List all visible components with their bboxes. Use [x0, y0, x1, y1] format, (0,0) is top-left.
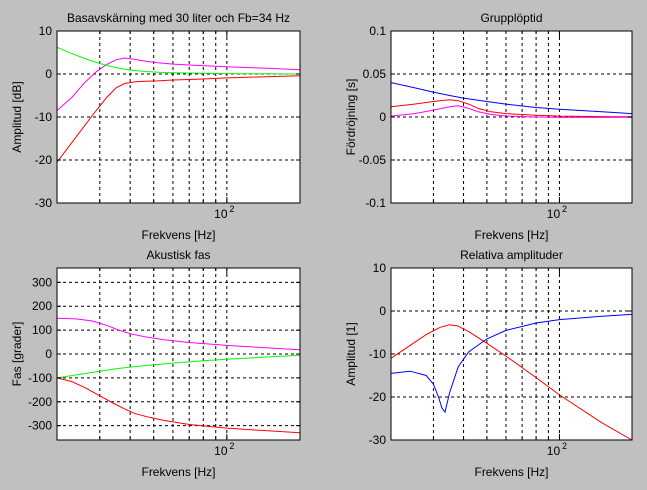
y-tick-label: 0: [379, 110, 386, 124]
y-tick-label: 100: [32, 323, 52, 337]
series-line-3: [56, 46, 301, 75]
x-axis-label: Frekvens [Hz]: [474, 228, 548, 242]
series-line-2: [56, 354, 301, 379]
x-tick-label: 10: [547, 207, 561, 221]
y-tick-label: -30: [369, 433, 387, 447]
series-line-2: [56, 57, 301, 111]
y-tick-label: -30: [35, 196, 53, 210]
x-tick-exponent: 2: [229, 204, 234, 214]
plot-title: Relativa amplituder: [460, 248, 563, 262]
series-line-1: [56, 317, 301, 351]
x-tick-exponent: 2: [229, 441, 234, 451]
y-tick-label: 0.1: [369, 24, 386, 38]
y-tick-label: -10: [369, 347, 387, 361]
y-tick-label: -0.05: [359, 153, 387, 167]
y-axis-label: Amplitud [1]: [344, 322, 358, 385]
series-line-3: [56, 377, 301, 434]
series-line-1: [56, 75, 301, 163]
series-line-1: [390, 82, 633, 115]
y-tick-label: 0.05: [363, 67, 387, 81]
plot-title: Basavskärning med 30 liter och Fb=34 Hz: [67, 11, 290, 25]
y-axis-label: Fördröjning [s]: [344, 79, 358, 156]
y-tick-label: 0: [45, 347, 52, 361]
x-tick-label: 10: [214, 207, 228, 221]
y-tick-label: 10: [373, 261, 387, 275]
y-tick-label: -20: [369, 390, 387, 404]
plot-title: Grupplöptid: [480, 11, 542, 25]
x-axis-label: Frekvens [Hz]: [141, 465, 215, 479]
y-tick-label: 10: [39, 24, 53, 38]
series-line-2: [390, 313, 633, 414]
y-tick-label: 0: [379, 304, 386, 318]
x-axis-label: Frekvens [Hz]: [141, 228, 215, 242]
series-line-2: [390, 99, 633, 118]
y-tick-label: 200: [32, 299, 52, 313]
x-tick-exponent: 2: [562, 441, 567, 451]
y-tick-label: -10: [35, 110, 53, 124]
x-axis-label: Frekvens [Hz]: [474, 465, 548, 479]
x-tick-label: 10: [547, 444, 561, 458]
y-tick-label: 0: [45, 67, 52, 81]
y-tick-label: -0.1: [365, 196, 386, 210]
plot-3: -300 -200 -100 0 100 200 300 10 2 Akustisk fas Fre…: [10, 248, 301, 479]
y-tick-label: -200: [28, 395, 52, 409]
x-tick-exponent: 2: [562, 204, 567, 214]
x-tick-label: 10: [214, 444, 228, 458]
series-line-3: [390, 105, 633, 118]
y-tick-label: 300: [32, 275, 52, 289]
plot-2: -0.1 -0.05 0 0.05 0.1 10 2 Grupplöptid Frekvens …: [344, 11, 633, 242]
y-tick-label: -20: [35, 153, 53, 167]
y-axis-label: Fas [grader]: [10, 322, 24, 387]
y-tick-label: -100: [28, 371, 52, 385]
plot-title: Akustisk fas: [146, 248, 210, 262]
y-axis-label: Amplitud [dB]: [10, 81, 24, 152]
series-line-1: [390, 324, 633, 441]
y-tick-label: -300: [28, 419, 52, 433]
